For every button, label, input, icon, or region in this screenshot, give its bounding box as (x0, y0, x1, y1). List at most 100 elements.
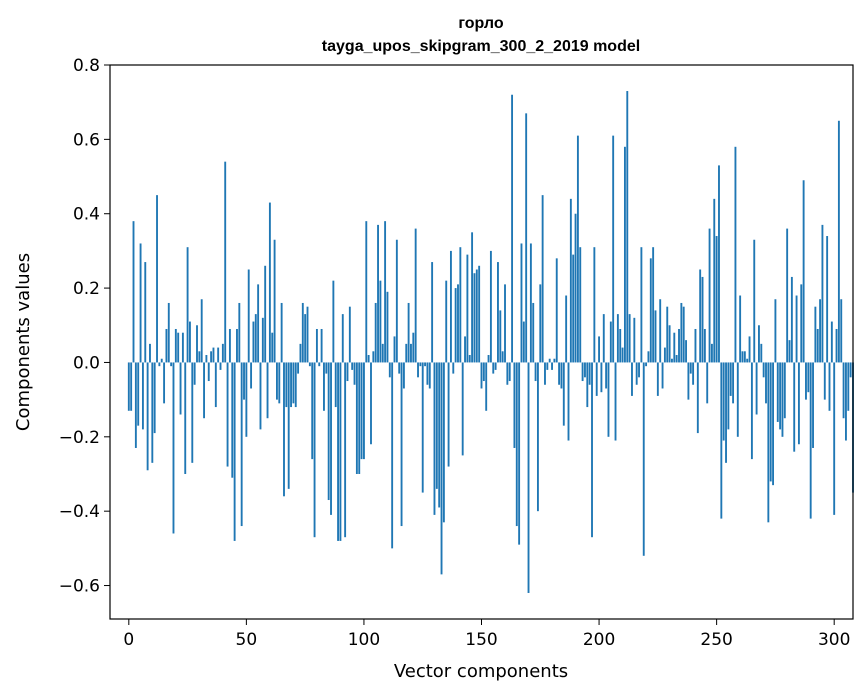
y-tick-label: −0.2 (59, 428, 100, 448)
bar-45 (233, 362, 236, 541)
bar-271 (765, 362, 767, 404)
bar-192 (579, 247, 582, 363)
bar-201 (600, 362, 603, 393)
bar-93 (346, 362, 349, 382)
bar-117 (402, 362, 405, 389)
bar-87 (332, 280, 335, 363)
bar-269 (760, 343, 763, 363)
bar-280 (786, 228, 789, 363)
bar-247 (708, 228, 711, 363)
bar-83 (323, 362, 325, 411)
bar-259 (736, 362, 739, 437)
y-axis-label: Components values (13, 253, 34, 431)
bar-200 (598, 336, 600, 363)
bar-74 (301, 302, 304, 363)
bar-163 (511, 94, 514, 363)
bar-157 (497, 262, 499, 363)
bar-234 (678, 328, 680, 363)
bar-250 (715, 236, 718, 363)
bar-55 (257, 284, 260, 363)
bar-221 (647, 351, 650, 363)
bar-217 (638, 362, 640, 378)
bar-39 (219, 362, 222, 370)
bar-139 (454, 288, 457, 363)
bar-104 (372, 351, 375, 363)
bar-290 (809, 362, 812, 519)
bar-38 (217, 347, 220, 363)
bar-44 (231, 362, 234, 478)
bar-22 (179, 362, 182, 415)
bar-167 (520, 243, 523, 363)
bar-75 (304, 314, 307, 363)
bar-125 (421, 362, 424, 493)
bar-275 (774, 299, 777, 363)
bar-155 (492, 362, 495, 374)
bar-61 (271, 332, 274, 363)
bar-154 (489, 250, 492, 363)
bar-265 (750, 362, 753, 460)
bar-231 (671, 358, 673, 363)
bar-189 (572, 254, 575, 363)
bar-111 (388, 362, 391, 378)
bar-52 (250, 362, 253, 389)
bar-214 (631, 362, 633, 396)
bar-21 (177, 332, 180, 363)
bar-188 (569, 198, 572, 363)
bar-182 (555, 258, 558, 363)
bar-54 (254, 314, 257, 363)
bar-84 (325, 362, 328, 374)
bar-103 (370, 362, 372, 445)
bar-293 (816, 328, 819, 363)
bar-254 (725, 362, 727, 463)
bar-178 (546, 362, 549, 370)
bar-9 (149, 343, 151, 363)
y-axis-ticks: −0.6 −0.4 −0.2 0.0 0.2 0.4 0.6 0.8 (59, 56, 110, 597)
bar-238 (687, 362, 690, 400)
bar-11 (153, 362, 156, 434)
bar-6 (141, 362, 144, 430)
bar-207 (614, 362, 617, 441)
bar-296 (823, 362, 826, 400)
bar-277 (779, 362, 782, 430)
bar-66 (283, 362, 285, 497)
bar-79 (313, 362, 316, 538)
bar-222 (649, 258, 652, 363)
bar-131 (435, 362, 438, 489)
bar-303 (840, 299, 843, 363)
bar-113 (393, 336, 396, 363)
bar-205 (609, 321, 612, 363)
chart-title: горло (458, 15, 504, 32)
bar-302 (837, 120, 840, 363)
bar-301 (835, 328, 838, 363)
bar-165 (515, 362, 518, 527)
bar-223 (652, 247, 655, 363)
bar-180 (551, 362, 553, 370)
bar-270 (762, 362, 765, 378)
bar-124 (419, 362, 422, 367)
bar-299 (830, 321, 833, 363)
x-tick-label: 0 (123, 630, 134, 650)
bar-174 (536, 362, 539, 512)
bar-63 (276, 362, 278, 400)
bar-149 (478, 265, 481, 363)
bar-257 (732, 362, 735, 404)
bar-281 (788, 340, 791, 363)
x-tick-label: 50 (236, 630, 258, 650)
bar-69 (290, 362, 292, 408)
bar-210 (621, 347, 624, 363)
bar-171 (529, 243, 532, 363)
bar-129 (431, 262, 434, 363)
bar-123 (417, 362, 419, 378)
bar-114 (395, 239, 398, 363)
bar-152 (485, 362, 488, 411)
bar-266 (753, 239, 756, 363)
bar-112 (391, 362, 394, 549)
bar-158 (499, 310, 502, 363)
bar-4 (137, 362, 140, 426)
bar-33 (205, 355, 208, 363)
bar-153 (487, 355, 490, 363)
bar-169 (525, 113, 528, 363)
bar-255 (727, 362, 730, 430)
bar-261 (741, 351, 744, 363)
bar-62 (273, 239, 276, 363)
